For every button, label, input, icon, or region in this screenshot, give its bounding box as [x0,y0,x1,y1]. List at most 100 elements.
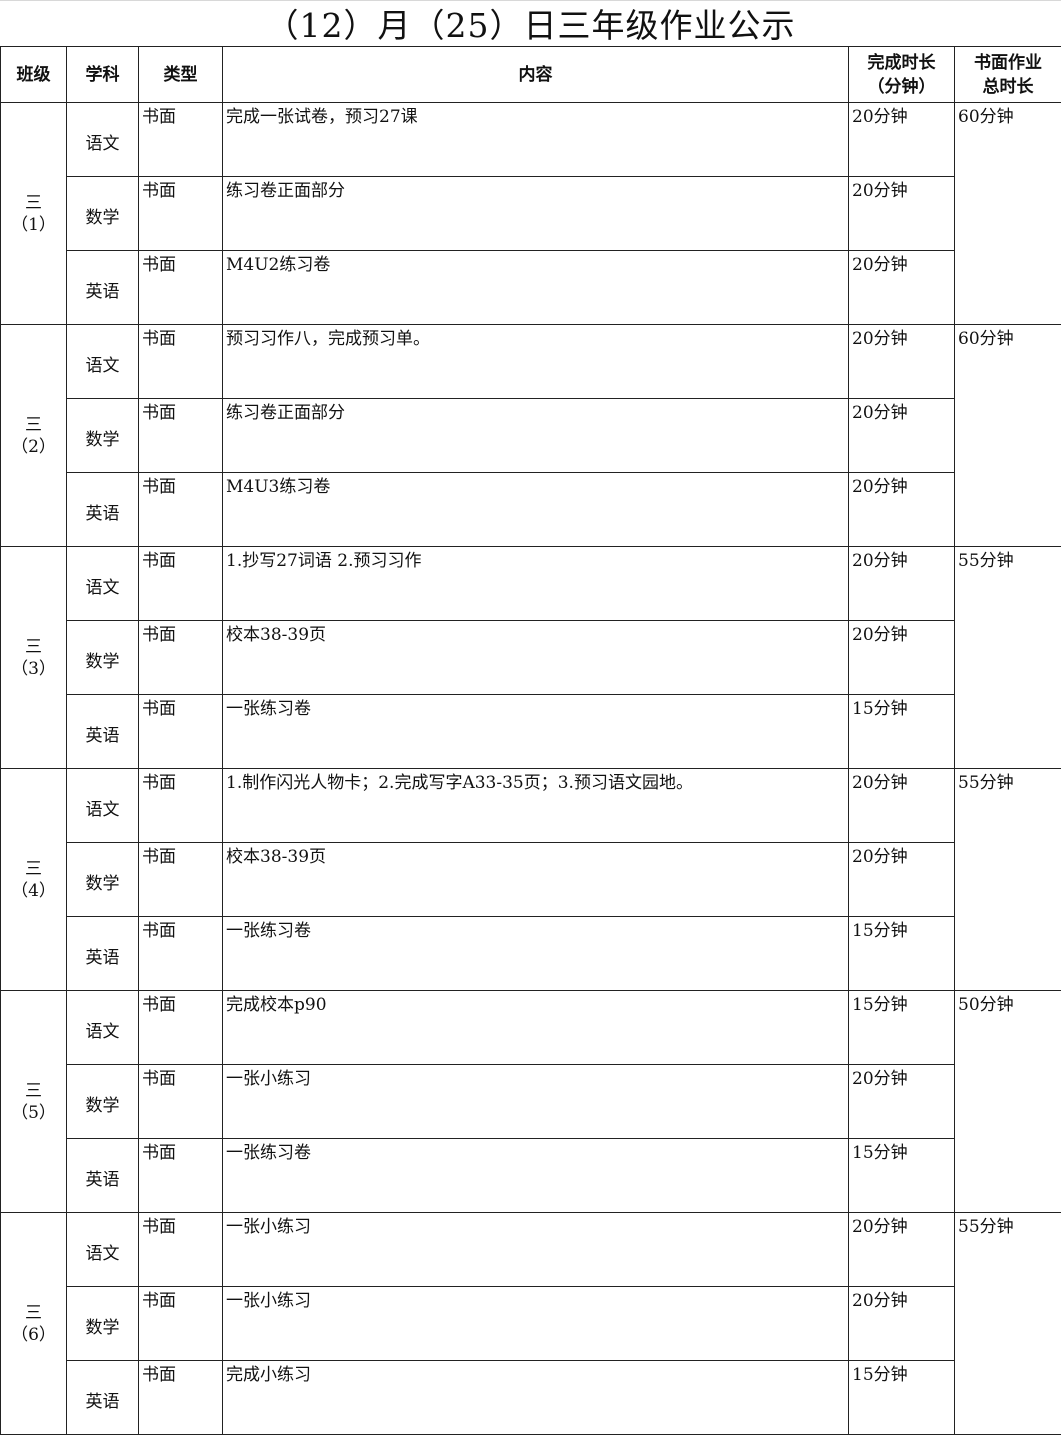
header-time: 完成时长 （分钟） [849,47,955,103]
type-cell: 书面 [139,843,223,917]
content-cell: 一张练习卷 [223,917,849,991]
subject-cell: 数学 [67,399,139,473]
type-cell: 书面 [139,621,223,695]
time-cell: 20分钟 [849,251,955,325]
content-cell: 一张小练习 [223,1287,849,1361]
type-cell: 书面 [139,547,223,621]
time-cell: 20分钟 [849,769,955,843]
header-label: 完成时长 [868,53,936,73]
time-cell: 20分钟 [849,103,955,177]
class-number: （3） [11,659,56,679]
header-label: 总时长 [983,77,1034,97]
header-label: （分钟） [868,77,936,97]
total-time-cell: 55分钟 [955,547,1061,769]
subject-cell: 语文 [67,325,139,399]
time-cell: 20分钟 [849,1213,955,1287]
header-subject: 学科 [67,47,139,103]
class-grade: 三 [25,859,42,879]
header-label: 书面作业 [974,53,1042,73]
subject-cell: 语文 [67,1213,139,1287]
homework-table: 班级学科类型内容完成时长（分钟）书面作业总时长 三（1）语文书面完成一张试卷，预… [0,46,1061,1435]
header-label: 内容 [519,65,553,85]
total-time-cell: 60分钟 [955,103,1061,325]
class-cell: 三（5） [1,991,67,1213]
total-time-cell: 55分钟 [955,769,1061,991]
type-cell: 书面 [139,917,223,991]
content-cell: 校本38-39页 [223,843,849,917]
class-grade: 三 [25,1081,42,1101]
subject-cell: 语文 [67,547,139,621]
time-cell: 20分钟 [849,621,955,695]
header-row: 班级学科 类型 内容 完成时长 （分钟） 书面作业总时长 [1,47,1061,103]
subject-cell: 数学 [67,1065,139,1139]
class-number: （2） [11,437,56,457]
class-cell: 三（4） [1,769,67,991]
content-cell: M4U2练习卷 [223,251,849,325]
class-grade: 三 [25,1303,42,1323]
header-content: 内容 [223,47,849,103]
type-cell: 书面 [139,695,223,769]
total-time-cell: 60分钟 [955,325,1061,547]
subject-cell: 英语 [67,1361,139,1435]
subject-cell: 数学 [67,621,139,695]
class-number: （6） [11,1325,56,1345]
type-cell: 书面 [139,1287,223,1361]
time-cell: 15分钟 [849,991,955,1065]
time-cell: 20分钟 [849,177,955,251]
time-cell: 15分钟 [849,917,955,991]
time-cell: 15分钟 [849,1361,955,1435]
page-title: （12）月（25）日三年级作业公示 [0,0,1061,46]
type-cell: 书面 [139,1361,223,1435]
type-cell: 书面 [139,1213,223,1287]
time-cell: 20分钟 [849,473,955,547]
header-total: 书面作业总时长 [955,47,1061,103]
type-cell: 书面 [139,473,223,547]
time-cell: 15分钟 [849,1139,955,1213]
class-number: （4） [11,881,56,901]
subject-cell: 英语 [67,1139,139,1213]
type-cell: 书面 [139,103,223,177]
header-label: 类型 [164,65,198,85]
time-cell: 20分钟 [849,1065,955,1139]
content-cell: 一张小练习 [223,1213,849,1287]
class-cell: 三（1） [1,103,67,325]
content-cell: 1.抄写27词语 2.预习习作 [223,547,849,621]
class-cell: 三（3） [1,547,67,769]
class-grade: 三 [25,637,42,657]
content-cell: 练习卷正面部分 [223,399,849,473]
type-cell: 书面 [139,251,223,325]
subject-cell: 数学 [67,843,139,917]
header-class: 班级 [1,47,67,103]
header-label: 学科 [86,65,120,85]
subject-cell: 语文 [67,769,139,843]
content-cell: 完成一张试卷，预习27课 [223,103,849,177]
class-cell: 三（2） [1,325,67,547]
content-cell: 校本38-39页 [223,621,849,695]
total-time-cell: 55分钟 [955,1213,1061,1435]
content-cell: 完成校本p90 [223,991,849,1065]
content-cell: M4U3练习卷 [223,473,849,547]
content-cell: 1.制作闪光人物卡；2.完成写字A33-35页；3.预习语文园地。 [223,769,849,843]
type-cell: 书面 [139,1139,223,1213]
type-cell: 书面 [139,325,223,399]
time-cell: 20分钟 [849,325,955,399]
class-cell: 三（6） [1,1213,67,1435]
class-number: （1） [11,215,56,235]
subject-cell: 语文 [67,991,139,1065]
content-cell: 一张练习卷 [223,1139,849,1213]
type-cell: 书面 [139,399,223,473]
content-cell: 练习卷正面部分 [223,177,849,251]
